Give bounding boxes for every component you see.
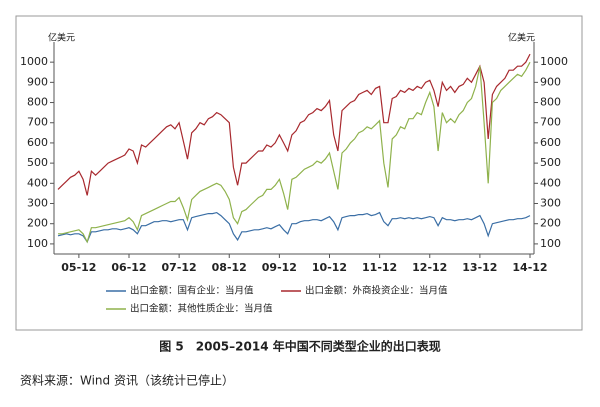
legend-label: 出口金额：国有企业：当月值 (130, 285, 254, 297)
x-tick-label: 05-12 (61, 261, 96, 274)
y-tick-label: 500 (27, 156, 48, 169)
y2-tick-label: 1000 (540, 55, 568, 68)
x-tick-label: 12-12 (412, 261, 447, 274)
y-tick-label: 1000 (20, 55, 48, 68)
x-tick-label: 07-12 (162, 261, 197, 274)
series-line (58, 61, 531, 244)
x-tick-label: 10-12 (312, 261, 347, 274)
y-tick-label: 400 (27, 176, 48, 189)
y2-tick-label: 400 (540, 176, 561, 189)
caption: 图 5 2005–2014 年中国不同类型企业的出口表现 (159, 339, 441, 354)
y-tick-label: 300 (27, 197, 48, 210)
y-tick-label: 200 (27, 217, 48, 230)
y2-tick-label: 100 (540, 237, 561, 250)
y2-tick-label: 800 (540, 96, 561, 109)
y2-tick-label: 600 (540, 136, 561, 149)
y-tick-label: 100 (27, 237, 48, 250)
series-line (57, 53, 531, 196)
y-tick-label: 900 (27, 75, 48, 88)
legend-label: 出口金额：外商投资企业：当月值 (305, 285, 448, 297)
chart-frame (15, 15, 583, 331)
y2-tick-label: 300 (540, 197, 561, 210)
x-tick-label: 06-12 (111, 261, 146, 274)
y-unit: 亿美元 (48, 32, 75, 44)
y2-tick-label: 500 (540, 156, 561, 169)
y2-tick-label: 700 (540, 116, 561, 129)
series-line (57, 211, 531, 244)
x-tick-label: 09-12 (262, 261, 297, 274)
source: 资料来源：Wind 资讯（该统计已停止） (20, 373, 234, 388)
y2-unit: 亿美元 (508, 32, 535, 44)
y2-tick-label: 200 (540, 217, 561, 230)
y-tick-label: 700 (27, 116, 48, 129)
x-tick-label: 14-12 (512, 261, 547, 274)
x-tick-label: 08-12 (212, 261, 247, 274)
x-tick-label: 13-12 (462, 261, 497, 274)
y2-tick-label: 900 (540, 75, 561, 88)
y-tick-label: 600 (27, 136, 48, 149)
x-tick-label: 11-12 (362, 261, 397, 274)
y-tick-label: 800 (27, 96, 48, 109)
legend-label: 出口金额：其他性质企业：当月值 (130, 303, 273, 315)
